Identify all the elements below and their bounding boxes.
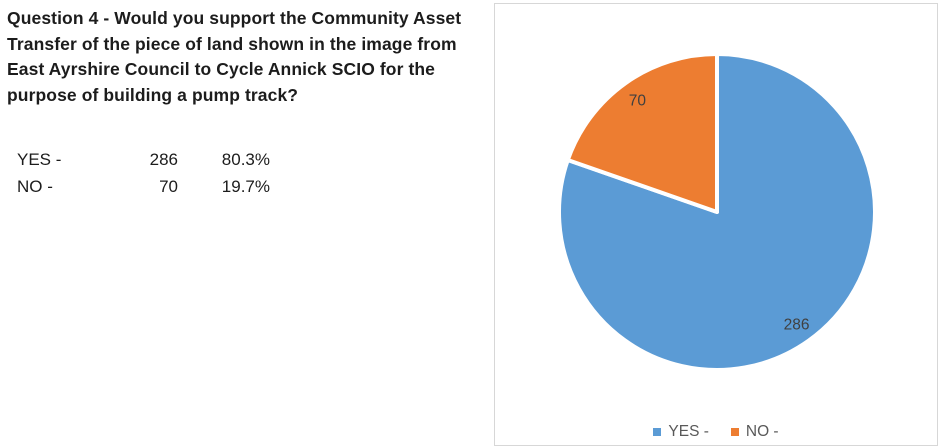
pie-chart-area: 286 70 YES - NO - (494, 3, 938, 446)
table-row-no: NO - 70 19.7% (17, 173, 270, 200)
no-legend-swatch-icon (730, 428, 739, 436)
question-line: Transfer of the piece of land shown in t… (7, 33, 457, 54)
no-count: 70 (159, 177, 178, 196)
table-row-yes: YES - 286 80.3% (17, 146, 270, 173)
yes-percentage: 80.3% (221, 150, 270, 169)
question-text: Question 4 - Would you support the Commu… (7, 6, 485, 108)
data-label-no: 70 (629, 92, 647, 109)
chart-legend: YES - NO - (495, 424, 937, 440)
results-table: YES - 286 80.3% NO - 70 19.7% (17, 146, 270, 200)
question-line: Question 4 - Would you support the Commu… (7, 8, 462, 28)
yes-label: YES - (17, 150, 62, 169)
question-line: East Ayrshire Council to Cycle Annick SC… (7, 59, 436, 79)
pie-slice-no (565, 52, 719, 214)
question-line: purpose of building a pump track? (7, 84, 299, 105)
yes-legend-swatch-icon (653, 428, 662, 436)
legend-label-yes: YES - (668, 423, 709, 440)
yes-count: 286 (149, 150, 178, 169)
legend-item-yes: YES - (653, 423, 709, 440)
legend-label-no: NO - (745, 423, 779, 440)
no-label: NO - (17, 177, 53, 196)
legend-item-no: NO - (730, 423, 779, 440)
data-label-yes: 286 (784, 317, 810, 334)
question-panel: Question 4 - Would you support the Commu… (7, 6, 485, 200)
pie-slice-yes (557, 52, 877, 372)
no-percentage: 19.7% (221, 177, 270, 196)
pie-chart-svg: 286 70 (557, 52, 877, 372)
